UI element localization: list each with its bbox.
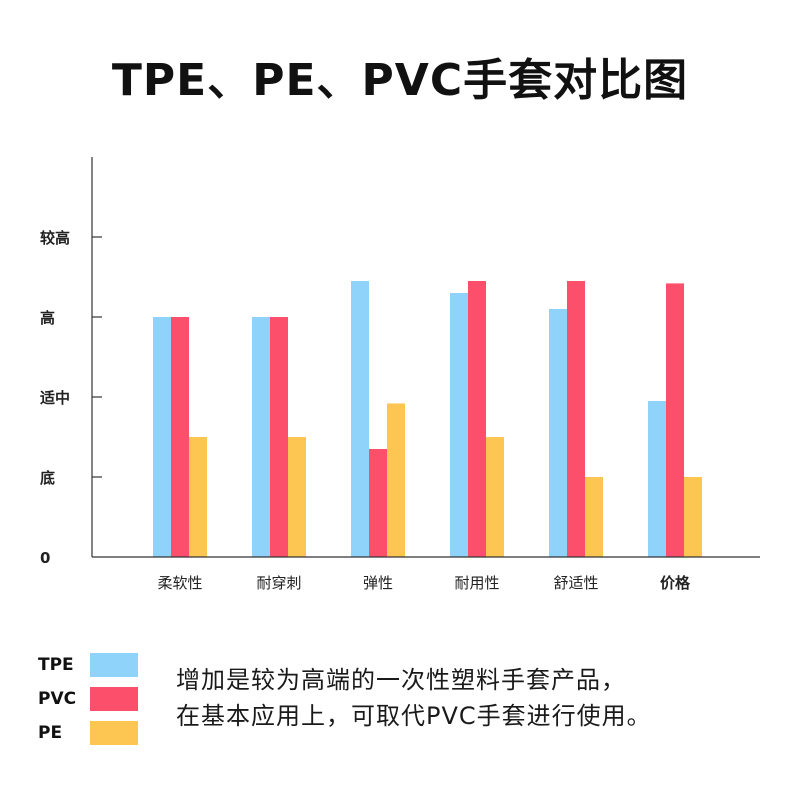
x-tick-label: 柔软性: [157, 574, 202, 592]
bar-tpe-3: [450, 293, 468, 557]
x-tick-label: 价格: [660, 574, 691, 592]
bar-pvc-1: [270, 317, 288, 557]
bar-pvc-5: [666, 283, 684, 557]
y-tick-label: 较高: [40, 229, 70, 247]
bar-chart: 柔软性 耐穿刺 弹性 耐用性 舒适性 价格 0 底 适中 高 较高: [40, 157, 760, 592]
description-line-1: 增加是较为高端的一次性塑料手套产品，: [176, 666, 626, 694]
y-tick-label: 高: [40, 309, 55, 327]
legend-item-pe: PE: [38, 718, 138, 748]
y-tick-label: 0: [40, 549, 50, 567]
x-tick-label: 耐用性: [454, 574, 499, 592]
legend-item-tpe: TPE: [38, 650, 138, 680]
legend-swatch-pe: [90, 721, 138, 745]
bar-pe-4: [585, 477, 603, 557]
x-tick-label: 耐穿刺: [256, 574, 301, 592]
bar-pe-1: [288, 437, 306, 557]
description-text: 增加是较为高端的一次性塑料手套产品， 在基本应用上，可取代PVC手套进行使用。: [176, 662, 786, 734]
chart-title: TPE、PE、PVC手套对比图: [111, 55, 689, 106]
legend-label-pvc: PVC: [38, 689, 77, 709]
bar-tpe-1: [252, 317, 270, 557]
bar-tpe-5: [648, 401, 666, 557]
legend-label-pe: PE: [38, 723, 63, 743]
bar-pvc-3: [468, 281, 486, 557]
legend-item-pvc: PVC: [38, 684, 138, 714]
bar-tpe-4: [549, 309, 567, 557]
bar-pvc-4: [567, 281, 585, 557]
bar-tpe-0: [153, 317, 171, 557]
bar-pe-3: [486, 437, 504, 557]
bar-tpe-2: [351, 281, 369, 557]
y-tick-label: 适中: [40, 389, 70, 407]
legend-label-tpe: TPE: [38, 655, 74, 675]
description-line-2: 在基本应用上，可取代PVC手套进行使用。: [176, 702, 652, 730]
bar-pe-5: [684, 477, 702, 557]
x-tick-label: 舒适性: [553, 574, 598, 592]
legend-swatch-pvc: [90, 687, 138, 711]
bar-pe-2: [387, 403, 405, 557]
y-tick-label: 底: [40, 469, 55, 487]
bar-pvc-2: [369, 449, 387, 557]
bar-pe-0: [189, 437, 207, 557]
bar-pvc-0: [171, 317, 189, 557]
legend-swatch-tpe: [90, 653, 138, 677]
x-tick-label: 弹性: [363, 574, 393, 592]
